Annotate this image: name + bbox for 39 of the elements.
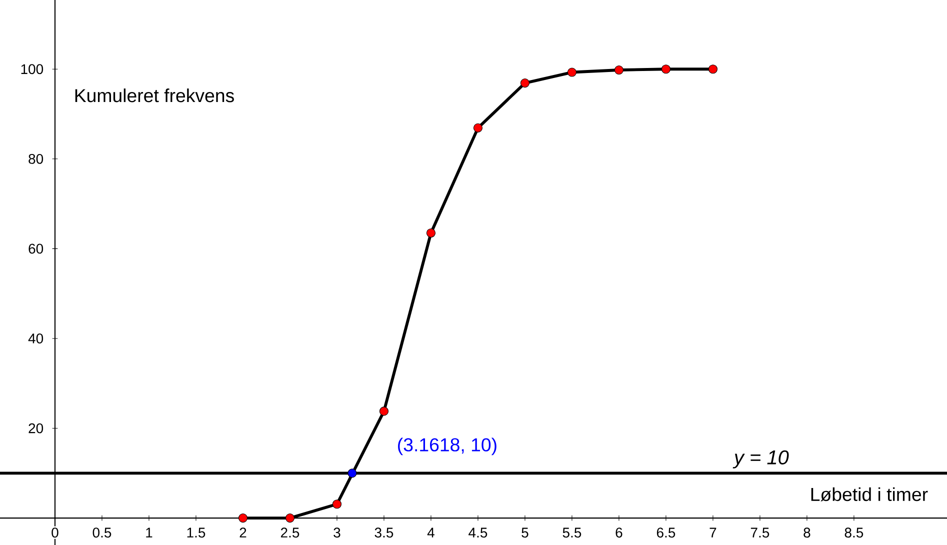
ref-line-label: y = 10 (732, 450, 789, 468)
point (426, 228, 436, 238)
x-tick-label: 2.5 (280, 528, 300, 538)
point (332, 500, 342, 509)
point (238, 514, 248, 523)
y-tick-label: 100 (21, 64, 44, 74)
annotation: (3.1618, 10) (398, 438, 496, 456)
y-tick-label: 80 (28, 154, 44, 164)
y-axis-title: Kumuleret frekvens (75, 88, 234, 102)
x-tick-label: 8.5 (844, 528, 864, 538)
y-tick-label: 60 (28, 244, 44, 254)
x-tick-label: 4 (427, 528, 434, 538)
x-tick-label: 1.5 (187, 528, 206, 538)
point (567, 68, 576, 77)
x-tick-label: 3.5 (374, 528, 394, 538)
y-tick-label: 40 (28, 334, 44, 344)
x-tick-label: 2 (240, 528, 246, 538)
x-tick-label: 7.5 (750, 528, 770, 538)
x-tick-label: 6 (616, 528, 622, 538)
point (285, 514, 295, 523)
x-tick-label: 5 (522, 528, 528, 538)
x-tick-label: 7 (710, 528, 716, 538)
x-axis-title: Løbetid i timer (811, 487, 928, 502)
point (348, 468, 357, 478)
point (708, 64, 718, 74)
x-tick-label: 6.5 (656, 528, 676, 538)
x-tick-label: 3 (334, 528, 340, 538)
x-tick-label: 5.5 (562, 528, 582, 538)
x-tick-label: 0 (52, 528, 58, 538)
point (473, 123, 483, 132)
point (661, 64, 670, 74)
point (379, 406, 389, 416)
x-tick-label: 1 (146, 528, 152, 538)
x-tick-label: 4.5 (468, 528, 488, 538)
point (520, 78, 530, 88)
y-tick-label: 20 (28, 423, 44, 434)
x-tick-label: 0.5 (92, 528, 112, 538)
x-tick-label: 8 (804, 528, 810, 538)
point (614, 65, 624, 75)
